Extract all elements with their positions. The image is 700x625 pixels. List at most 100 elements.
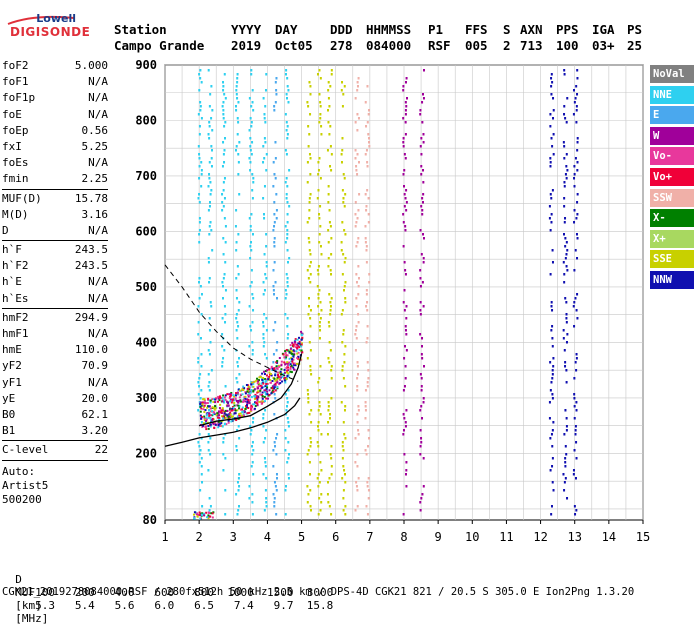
echo-dot [218, 396, 221, 399]
header-label: FFS [465, 22, 488, 37]
echo-dot [574, 477, 577, 480]
echo-dot [366, 385, 369, 388]
param-row: foF2 5.000 [2, 58, 108, 74]
echo-dot [329, 305, 332, 308]
echo-dot [248, 157, 251, 160]
echo-dot [208, 137, 211, 140]
echo-dot [341, 457, 344, 460]
echo-dot [265, 153, 268, 156]
echo-dot [229, 415, 232, 418]
echo-dot [551, 377, 554, 380]
echo-dot [206, 402, 209, 405]
echo-dot [208, 105, 211, 108]
echo-dot [286, 354, 289, 357]
echo-dot [318, 241, 321, 244]
echo-dot [319, 177, 322, 180]
echo-dot [268, 368, 271, 371]
echo-dot [367, 221, 370, 224]
echo-dot [291, 360, 294, 363]
parameter-table: foF2 5.000 foF1 N/A foF1p N/A foE N/A foEp 0.56 fx… [2, 58, 108, 507]
echo-dot [309, 193, 312, 196]
echo-dot [262, 97, 265, 100]
param-name: h`F2 [2, 259, 29, 273]
distance-value: 600 [134, 586, 175, 599]
echo-dot [275, 473, 278, 476]
echo-dot [550, 93, 553, 96]
echo-dot [237, 365, 240, 368]
param-row: yF1 N/A [2, 375, 108, 391]
echo-dot [244, 395, 247, 398]
echo-dot [256, 391, 259, 394]
x-tick-label: 4 [264, 530, 271, 544]
echo-dot [271, 380, 274, 383]
echo-dot [565, 121, 568, 124]
echo-dot [222, 415, 225, 418]
echo-dot [273, 293, 276, 296]
echo-dot [341, 149, 344, 152]
echo-dot [207, 209, 210, 212]
distance-value: 3000 [293, 586, 334, 599]
echo-dot [365, 209, 368, 212]
echo-dot [234, 149, 237, 152]
echo-dot [309, 317, 312, 320]
echo-dot [282, 372, 285, 375]
echo-dot [216, 400, 219, 403]
echo-dot [421, 121, 424, 124]
param-value: 5.000 [74, 59, 108, 72]
echo-dot [320, 133, 323, 136]
echo-dot [241, 406, 244, 409]
param-value: 5.25 [81, 139, 109, 153]
echo-dot [254, 401, 257, 404]
echo-dot [318, 213, 321, 216]
echo-dot [260, 400, 263, 403]
echo-dot [404, 325, 407, 328]
echo-dot [241, 414, 244, 417]
echo-dot [219, 411, 222, 414]
echo-dot [273, 441, 276, 444]
echo-dot [298, 340, 301, 343]
echo-dot [367, 213, 370, 216]
echo-dot [564, 237, 567, 240]
echo-dot [320, 125, 323, 128]
param-value: 62.1 [81, 407, 109, 421]
echo-dot [224, 489, 227, 492]
echo-dot [419, 453, 422, 456]
echo-dot [367, 497, 370, 500]
param-value: 22 [94, 443, 108, 457]
echo-dot [246, 400, 249, 403]
echo-dot [207, 257, 210, 260]
echo-dot [205, 414, 208, 417]
echo-dot [242, 385, 245, 388]
echo-dot [405, 105, 408, 108]
echo-dot [405, 305, 408, 308]
echo-dot [320, 501, 323, 504]
echo-dot [419, 269, 422, 272]
echo-dot [222, 253, 225, 256]
echo-dot [403, 453, 406, 456]
param-value: N/A [88, 107, 108, 121]
echo-dot [251, 233, 254, 236]
echo-dot [308, 209, 311, 212]
echo-dot [254, 395, 257, 398]
echo-dot [229, 411, 232, 414]
echo-dot [404, 197, 407, 200]
echo-dot [203, 512, 206, 515]
echo-dot [289, 370, 292, 373]
echo-dot [265, 505, 268, 508]
echo-dot [576, 149, 579, 152]
echo-dot [402, 173, 405, 176]
echo-dot [549, 469, 552, 472]
auto-line: 500200 [2, 492, 42, 506]
echo-dot [240, 389, 243, 392]
echo-dot [403, 261, 406, 264]
echo-dot [551, 325, 554, 328]
echo-dot [287, 101, 290, 104]
echo-dot [356, 373, 359, 376]
echo-dot [251, 141, 254, 144]
echo-dot [356, 361, 359, 364]
echo-dot [207, 385, 210, 388]
echo-dot [573, 177, 576, 180]
echo-dot [319, 225, 322, 228]
echo-dot [572, 469, 575, 472]
echo-dot [197, 197, 200, 200]
